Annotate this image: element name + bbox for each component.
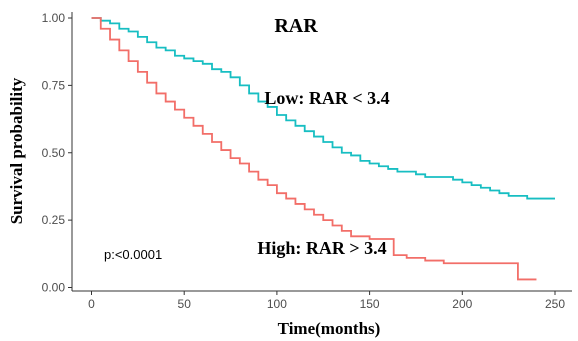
y-tick-label: 0.50 bbox=[42, 146, 66, 160]
series-line-low bbox=[91, 17, 555, 200]
x-tick-label: 100 bbox=[267, 297, 287, 311]
x-tick-label: 50 bbox=[178, 297, 192, 311]
y-tick-label: 1.00 bbox=[42, 11, 66, 25]
y-axis-title: Survival probability bbox=[7, 77, 26, 224]
series-label-low: Low: RAR < 3.4 bbox=[264, 88, 389, 108]
y-tick-label: 0.00 bbox=[42, 281, 66, 295]
x-axis-ticks: 0 50 100 150 200 250 bbox=[88, 291, 565, 311]
series-line-high bbox=[91, 17, 537, 281]
x-tick-label: 150 bbox=[360, 297, 380, 311]
y-axis-ticks: 0.00 0.25 0.50 0.75 1.00 bbox=[42, 11, 72, 295]
x-tick-label: 0 bbox=[88, 297, 95, 311]
x-tick-label: 200 bbox=[452, 297, 472, 311]
p-value-annotation: p:<0.0001 bbox=[104, 247, 162, 262]
series-label-high: High: RAR > 3.4 bbox=[257, 238, 386, 258]
x-axis-title: Time(months) bbox=[278, 319, 381, 338]
chart-title: RAR bbox=[274, 15, 318, 37]
y-tick-label: 0.75 bbox=[42, 78, 66, 92]
x-tick-label: 250 bbox=[545, 297, 565, 311]
plot-area bbox=[91, 17, 555, 281]
y-tick-label: 0.25 bbox=[42, 213, 66, 227]
